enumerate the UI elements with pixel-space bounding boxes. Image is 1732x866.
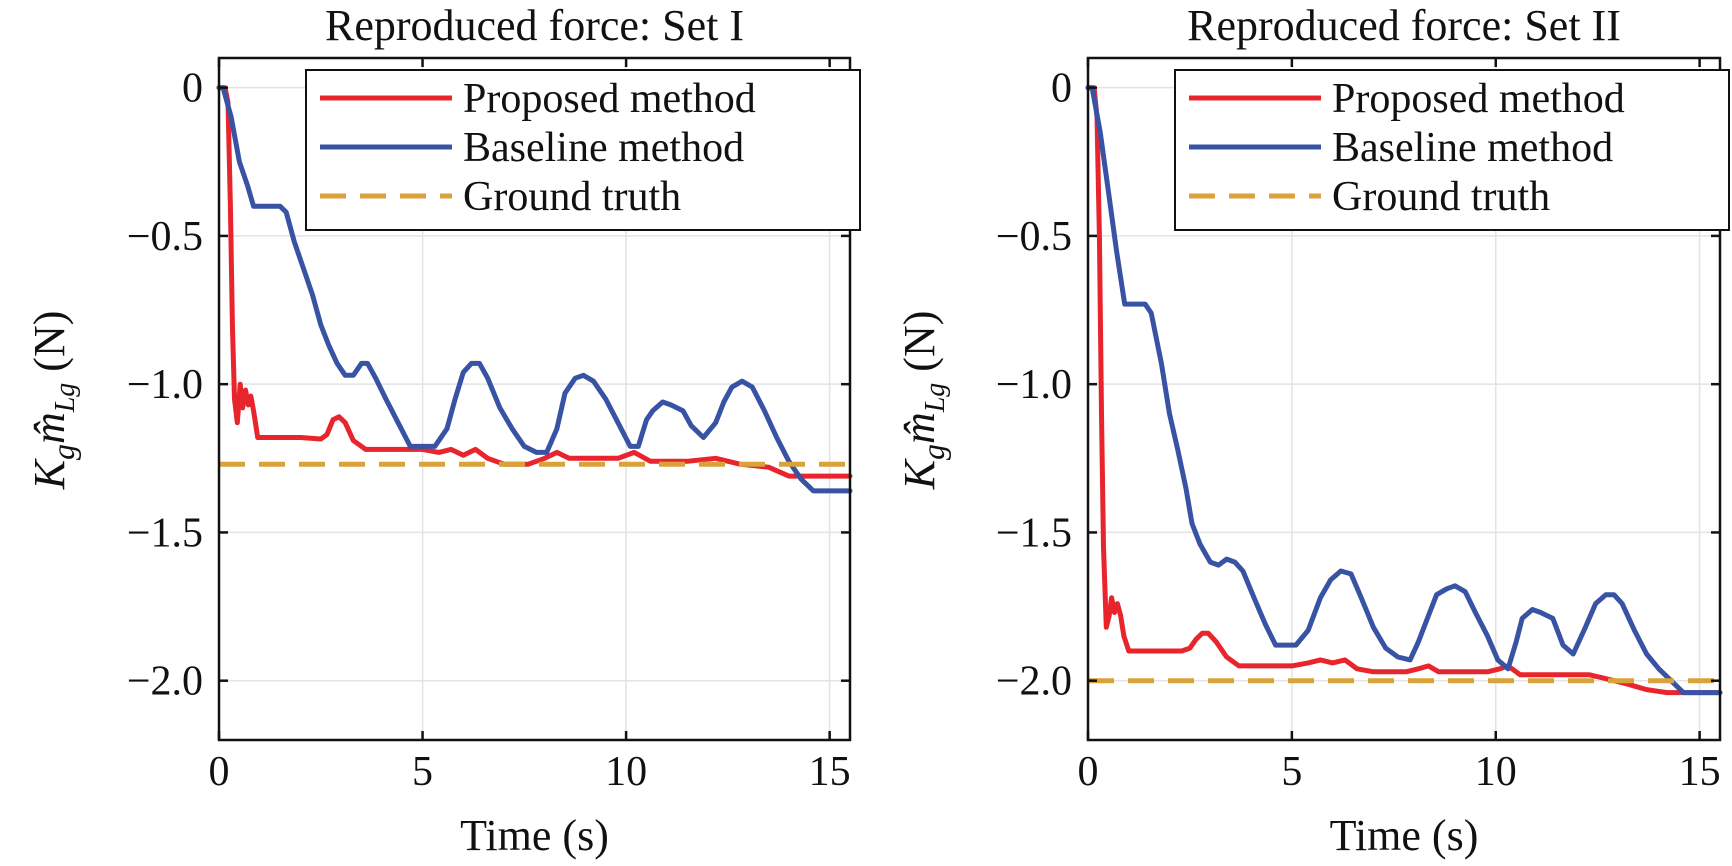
x-tick-label: 10 [605,749,647,795]
x-tick-label: 15 [809,749,851,795]
y-axis-label-part: Lg [920,383,951,414]
y-tick-label: −0.5 [996,214,1072,260]
chart-title: Reproduced force: Set I [325,1,744,50]
x-tick-label: 0 [209,749,230,795]
axes-frame [217,56,852,742]
y-axis-label: Kgm̂Lg (N) [895,311,951,491]
y-tick-label: −0.5 [127,214,203,260]
legend-label-ground-truth: Ground truth [463,174,681,220]
y-tick-label: −1.0 [996,362,1072,408]
legend-label-baseline-method: Baseline method [1332,125,1613,171]
y-axis-label-part: (N) [895,311,944,383]
y-tick-label: 0 [182,66,203,112]
y-axis-label-part: Lg [50,383,81,414]
y-tick-label: −1.5 [127,510,203,556]
x-tick-label: 10 [1475,749,1517,795]
axes-frame [1086,56,1722,742]
y-axis-label-part: K [895,457,944,490]
legend-label-proposed-method: Proposed method [463,76,756,122]
series-line-baseline-method [1085,85,1723,696]
x-tick-label: 5 [412,749,433,795]
y-tick-label: −2.0 [127,659,203,705]
legend-label-ground-truth: Ground truth [1332,174,1550,220]
x-tick-label: 5 [1281,749,1302,795]
y-axis-label-part: g [915,444,951,460]
y-axis-label: Kgm̂Lg (N) [25,311,81,491]
y-axis-label-part: K [25,457,74,490]
x-tick-label: 15 [1679,749,1721,795]
y-axis-label-part: g [45,444,81,460]
series-line-baseline-method [216,85,853,494]
series-line-proposed-method [1085,85,1723,696]
chart-title: Reproduced force: Set II [1187,1,1621,50]
x-axis-label: Time (s) [1330,811,1479,860]
chart-panel-2: Reproduced force: Set II 0 5 10 15 0 −0.5 −1.0 −… [895,1,1730,860]
y-axis-label-part: m̂ [25,412,74,444]
y-tick-label: −2.0 [996,659,1072,705]
x-axis-label: Time (s) [460,811,609,860]
chart-panel-1: Reproduced force: Set I 0 5 10 15 0 −0.5 −1.0 −1… [25,1,861,860]
y-tick-label: −1.5 [996,510,1072,556]
legend-label-proposed-method: Proposed method [1332,76,1625,122]
series-line-proposed-method [216,85,853,479]
y-axis-label-part: (N) [25,311,74,383]
y-tick-label: −1.0 [127,362,203,408]
legend-label-baseline-method: Baseline method [463,125,744,171]
y-axis-label-part: m̂ [895,412,944,444]
x-tick-label: 0 [1078,749,1099,795]
y-tick-label: 0 [1051,66,1072,112]
